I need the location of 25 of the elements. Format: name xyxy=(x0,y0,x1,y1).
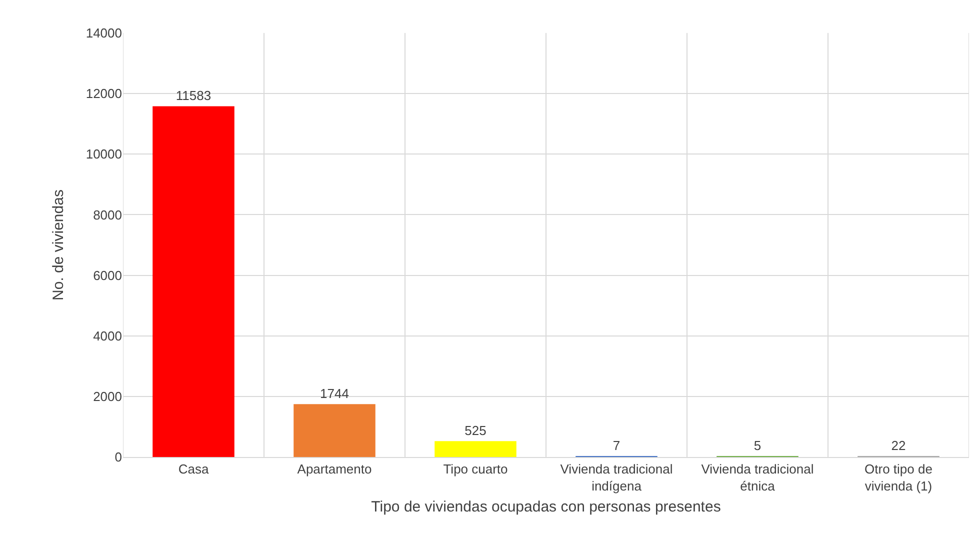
y-tick-label: 2000 xyxy=(93,388,122,404)
y-tick-label: 0 xyxy=(114,450,122,465)
x-tick-label: Tipo cuarto xyxy=(443,462,508,477)
data-label: 7 xyxy=(612,438,620,453)
data-label: 1744 xyxy=(320,386,349,402)
data-label: 5 xyxy=(754,438,762,453)
y-tick-label: 6000 xyxy=(93,268,122,283)
x-tick-label: Otro tipo de vivienda (1) xyxy=(864,462,932,494)
data-label: 11583 xyxy=(176,88,212,104)
y-tick-label: 4000 xyxy=(93,328,122,344)
bar xyxy=(152,106,234,457)
x-tick-label: Apartamento xyxy=(297,462,372,477)
x-axis-title: Tipo de viviendas ocupadas con personas presentes xyxy=(371,498,721,516)
y-tick-label: 12000 xyxy=(86,86,122,102)
y-tick-label: 14000 xyxy=(86,26,122,41)
bar xyxy=(294,404,376,457)
bar xyxy=(434,441,516,457)
y-tick-label: 10000 xyxy=(86,146,122,162)
x-tick-label: Casa xyxy=(178,462,210,477)
y-tick-label: 8000 xyxy=(93,207,122,222)
x-tick-label: Vivienda tradicional étnica xyxy=(701,462,814,494)
data-label: 525 xyxy=(464,423,486,438)
x-tick-label: Vivienda tradicional indígena xyxy=(560,462,673,494)
y-axis-title: No. de viviendas xyxy=(50,190,68,300)
data-label: 22 xyxy=(891,438,906,453)
